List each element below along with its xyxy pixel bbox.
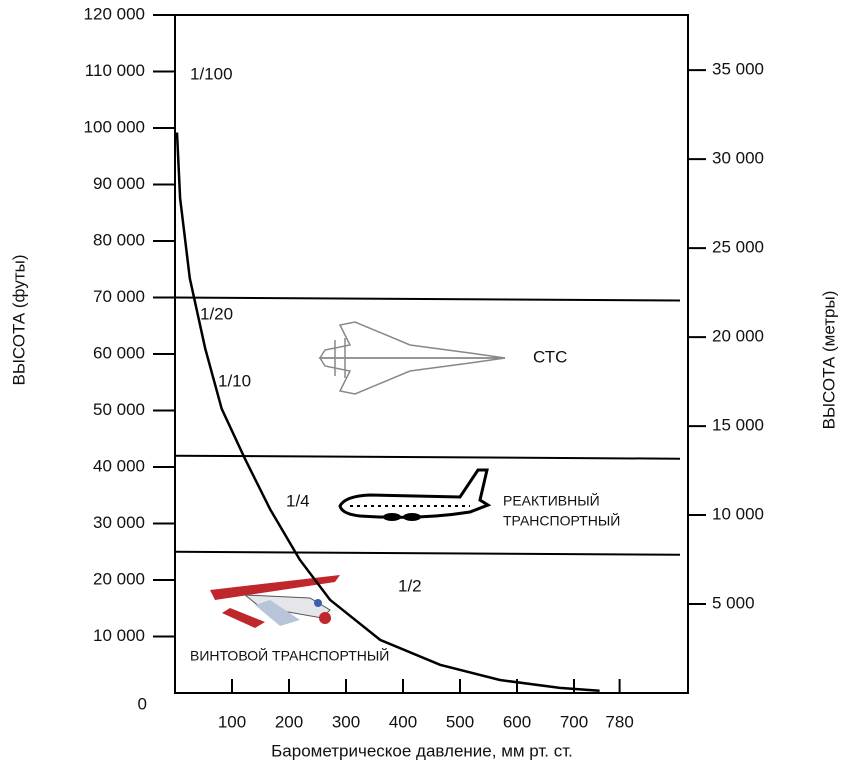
x-tick-label: 200 xyxy=(275,712,303,731)
prop-icon xyxy=(210,575,340,628)
x-tick-label: 500 xyxy=(446,712,474,731)
annotation: СТС xyxy=(533,347,567,366)
annotation: 1/2 xyxy=(398,576,422,595)
x-axis-title: Барометрическое давление, мм рт. ст. xyxy=(271,741,573,760)
y-tick-label: 80 000 xyxy=(93,230,145,249)
y2-tick-label: 35 000 xyxy=(712,60,764,79)
y-tick-label: 20 000 xyxy=(93,569,145,588)
y-tick-label: 60 000 xyxy=(93,343,145,362)
reference-line xyxy=(174,550,681,556)
jet-icon xyxy=(338,468,492,521)
y2-tick-label: 30 000 xyxy=(712,149,764,168)
annotation: 1/10 xyxy=(218,371,251,390)
y2-axis-title: ВЫСОТА (метры) xyxy=(819,291,838,430)
y-tick-label: 100 000 xyxy=(84,117,145,136)
x-tick-label: 700 xyxy=(560,712,588,731)
reference-line xyxy=(174,454,681,460)
y-tick-label: 50 000 xyxy=(93,400,145,419)
reference-line xyxy=(174,296,681,302)
y-tick-label: 30 000 xyxy=(93,513,145,532)
y2-tick-label: 25 000 xyxy=(712,238,764,257)
annotation: РЕАКТИВНЫЙ xyxy=(503,492,600,509)
sst-icon xyxy=(318,321,506,395)
annotation: 1/20 xyxy=(200,304,233,323)
y-tick-label: 40 000 xyxy=(93,456,145,475)
annotation: ТРАНСПОРТНЫЙ xyxy=(503,512,620,529)
y-tick-label: 10 000 xyxy=(93,626,145,645)
x-tick-label: 400 xyxy=(389,712,417,731)
pressure-curve xyxy=(175,132,600,692)
y-tick-label: 0 xyxy=(138,694,147,713)
y-tick-label: 90 000 xyxy=(93,174,145,193)
y-axis-title: ВЫСОТА (футы) xyxy=(9,254,28,385)
annotation: ВИНТОВОЙ ТРАНСПОРТНЫЙ xyxy=(190,647,389,664)
annotation: 1/4 xyxy=(286,491,310,510)
annotation: 1/100 xyxy=(190,64,233,83)
y-tick-label: 70 000 xyxy=(93,287,145,306)
y2-tick-label: 20 000 xyxy=(712,327,764,346)
y2-tick-label: 10 000 xyxy=(712,505,764,524)
x-tick-label: 600 xyxy=(503,712,531,731)
y-tick-label: 110 000 xyxy=(85,61,145,80)
y2-tick-label: 15 000 xyxy=(712,416,764,435)
x-tick-label: 100 xyxy=(218,712,246,731)
y-tick-label: 120 000 xyxy=(84,4,145,23)
x-tick-label: 780 xyxy=(605,712,633,731)
x-tick-label: 300 xyxy=(332,712,360,731)
y2-tick-label: 5 000 xyxy=(712,594,755,613)
